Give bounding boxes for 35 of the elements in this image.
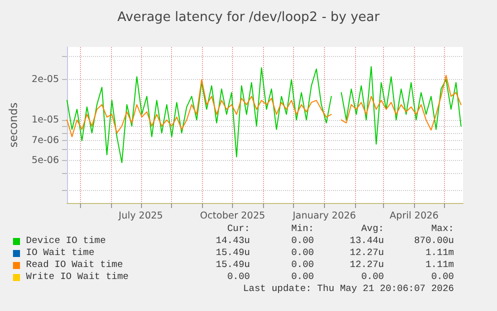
text: Min: (291, 223, 314, 235)
text: 0.00 (227, 271, 250, 283)
text: 1.11m (425, 247, 454, 259)
y-tick-label: 2e-05 (32, 74, 59, 86)
x-tick-label: July 2025 (118, 210, 163, 222)
x-tick-label: April 2026 (390, 210, 439, 222)
text: 0.00 (431, 271, 454, 283)
text: 15.49u (216, 259, 250, 271)
x-tick-label: October 2025 (200, 210, 266, 222)
text: 12.27u (350, 259, 384, 271)
text: 0.00 (291, 259, 314, 271)
legend-label: Read IO Wait time (26, 259, 123, 271)
text: 15.49u (216, 247, 250, 259)
text: 0.00 (291, 247, 314, 259)
text: Last update: Thu May 21 20:06:07 2026 (243, 283, 454, 295)
legend-label: IO Wait time (26, 247, 94, 259)
text: Max: (431, 223, 454, 235)
y-tick-label: 7e-06 (32, 135, 59, 146)
y-tick-label: 1e-05 (32, 114, 59, 126)
y-axis-title: seconds (7, 102, 20, 148)
text: 13.44u (350, 235, 384, 247)
text: 870.00u (414, 235, 454, 247)
text: 1.11m (425, 259, 454, 271)
text: 0.00 (291, 271, 314, 283)
text: 14.43u (216, 235, 250, 247)
y-tick-label: 5e-06 (32, 154, 59, 166)
text: 12.27u (350, 247, 384, 259)
chart-title: Average latency for /dev/loop2 - by year (117, 10, 380, 25)
text: 0.00 (291, 235, 314, 247)
text: 0.00 (361, 271, 384, 283)
legend-label: Device IO time (26, 235, 106, 247)
x-tick-label: January 2026 (292, 210, 356, 222)
legend-label: Write IO Wait time (26, 271, 129, 283)
text: Cur: (227, 223, 250, 235)
text: Avg: (361, 223, 384, 235)
